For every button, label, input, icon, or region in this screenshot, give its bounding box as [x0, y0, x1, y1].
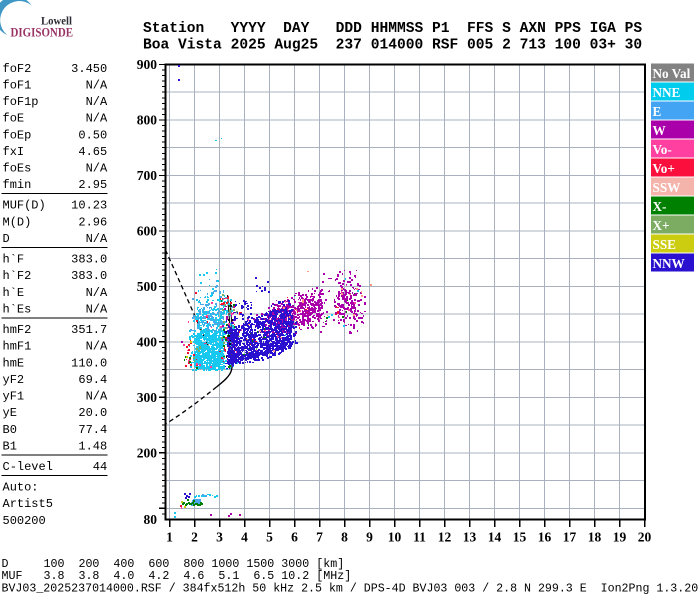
- svg-text:14: 14: [488, 530, 502, 545]
- svg-text:69.4: 69.4: [78, 373, 107, 387]
- svg-text:No Val: No Val: [653, 66, 691, 81]
- svg-text:B0: B0: [3, 423, 17, 437]
- svg-text:11: 11: [413, 530, 426, 545]
- svg-text:N/A: N/A: [86, 162, 108, 176]
- svg-text:10: 10: [388, 530, 402, 545]
- svg-text:N/A: N/A: [86, 286, 108, 300]
- svg-text:Auto:: Auto:: [3, 481, 39, 495]
- svg-text:N/A: N/A: [86, 390, 108, 404]
- svg-text:15: 15: [513, 530, 527, 545]
- svg-text:300: 300: [137, 390, 158, 405]
- svg-text:200: 200: [137, 446, 158, 461]
- svg-text:3: 3: [216, 530, 223, 545]
- svg-text:h`F2: h`F2: [3, 269, 32, 283]
- svg-text:M(D): M(D): [3, 215, 32, 229]
- svg-text:2: 2: [191, 530, 198, 545]
- svg-text:N/A: N/A: [86, 303, 108, 317]
- svg-text:hmE: hmE: [3, 356, 25, 370]
- svg-text:110.0: 110.0: [71, 356, 107, 370]
- svg-text:yE: yE: [3, 406, 17, 420]
- svg-text:20: 20: [638, 530, 652, 545]
- svg-text:18: 18: [588, 530, 602, 545]
- svg-text:N/A: N/A: [86, 78, 108, 92]
- svg-text:MUF 3.8 3.8 4.0 4.2 4.6: MUF 3.8 3.8 4.0 4.2 4.6 5.1 6.5 10.2 [MH…: [2, 569, 352, 583]
- svg-text:4.65: 4.65: [78, 145, 107, 159]
- svg-text:D: D: [3, 232, 10, 246]
- svg-text:800: 800: [137, 113, 158, 128]
- svg-text:1.48: 1.48: [78, 439, 107, 453]
- svg-text:X-: X-: [653, 199, 667, 214]
- svg-text:500: 500: [137, 279, 158, 294]
- svg-text:7: 7: [316, 530, 323, 545]
- svg-text:77.4: 77.4: [78, 423, 107, 437]
- svg-text:12: 12: [438, 530, 452, 545]
- svg-text:351.7: 351.7: [71, 323, 107, 337]
- svg-text:44: 44: [93, 460, 107, 474]
- svg-text:D 100 200 400 600 800: D 100 200 400 600 800 1000 1500 3000 [km…: [2, 557, 345, 571]
- svg-text:DIGISONDE: DIGISONDE: [11, 25, 74, 40]
- svg-text:10.23: 10.23: [71, 199, 107, 213]
- svg-text:hmF2: hmF2: [3, 323, 32, 337]
- svg-text:1: 1: [166, 530, 173, 545]
- svg-text:16: 16: [538, 530, 552, 545]
- svg-text:SSE: SSE: [653, 237, 677, 252]
- svg-text:Artist5: Artist5: [3, 497, 53, 511]
- svg-text:W: W: [653, 123, 666, 138]
- svg-text:4: 4: [241, 530, 248, 545]
- svg-text:2.95: 2.95: [78, 178, 107, 192]
- svg-text:19: 19: [613, 530, 627, 545]
- svg-text:hmF1: hmF1: [3, 340, 32, 354]
- svg-text:foF1p: foF1p: [3, 95, 39, 109]
- svg-text:h`Es: h`Es: [3, 303, 32, 317]
- svg-text:80: 80: [144, 512, 158, 527]
- svg-text:BVJ03_2025237014000.RSF / 384f: BVJ03_2025237014000.RSF / 384fx512h 50 k…: [2, 583, 699, 596]
- svg-text:400: 400: [137, 335, 158, 350]
- svg-text:fmin: fmin: [3, 178, 32, 192]
- svg-text:C-level: C-level: [3, 460, 53, 474]
- svg-text:Vo+: Vo+: [653, 161, 675, 176]
- svg-text:20.0: 20.0: [78, 406, 107, 420]
- svg-text:3.450: 3.450: [71, 62, 107, 76]
- svg-text:13: 13: [463, 530, 477, 545]
- svg-text:N/A: N/A: [86, 340, 108, 354]
- svg-text:MUF(D): MUF(D): [3, 199, 46, 213]
- svg-text:Boa Vista 2025 Aug25 237 0140: Boa Vista 2025 Aug25 237 014000 RSF 005 …: [143, 38, 642, 54]
- svg-text:N/A: N/A: [86, 112, 108, 126]
- svg-text:h`E: h`E: [3, 286, 25, 300]
- svg-text:foE: foE: [3, 112, 25, 126]
- svg-text:yF2: yF2: [3, 373, 25, 387]
- svg-text:fxI: fxI: [3, 145, 25, 159]
- svg-text:h`F: h`F: [3, 253, 25, 267]
- svg-text:E: E: [653, 104, 662, 119]
- svg-text:foF1: foF1: [3, 78, 32, 92]
- svg-text:383.0: 383.0: [71, 269, 107, 283]
- svg-text:600: 600: [137, 224, 158, 239]
- svg-text:foF2: foF2: [3, 62, 32, 76]
- svg-text:foEs: foEs: [3, 162, 32, 176]
- svg-text:foEp: foEp: [3, 128, 32, 142]
- svg-text:Lowell: Lowell: [41, 15, 72, 27]
- svg-text:Vo-: Vo-: [653, 142, 672, 157]
- svg-text:17: 17: [563, 530, 577, 545]
- svg-text:2.96: 2.96: [78, 215, 107, 229]
- svg-text:NNW: NNW: [653, 256, 685, 271]
- svg-text:Station YYYY DAY DDD HHMM: Station YYYY DAY DDD HHMMSS P1 FFS S AXN…: [143, 21, 642, 37]
- svg-text:NNE: NNE: [653, 85, 681, 100]
- svg-text:N/A: N/A: [86, 232, 108, 246]
- svg-text:0.50: 0.50: [78, 128, 107, 142]
- svg-text:8: 8: [341, 530, 348, 545]
- svg-text:500200: 500200: [3, 514, 46, 528]
- svg-text:383.0: 383.0: [71, 253, 107, 267]
- svg-text:700: 700: [137, 168, 158, 183]
- svg-text:9: 9: [366, 530, 373, 545]
- svg-text:5: 5: [266, 530, 273, 545]
- svg-text:B1: B1: [3, 439, 17, 453]
- svg-text:900: 900: [137, 57, 158, 72]
- svg-text:X+: X+: [653, 218, 670, 233]
- svg-text:N/A: N/A: [86, 95, 108, 109]
- svg-text:SSW: SSW: [653, 180, 681, 195]
- svg-text:yF1: yF1: [3, 390, 25, 404]
- svg-text:6: 6: [291, 530, 298, 545]
